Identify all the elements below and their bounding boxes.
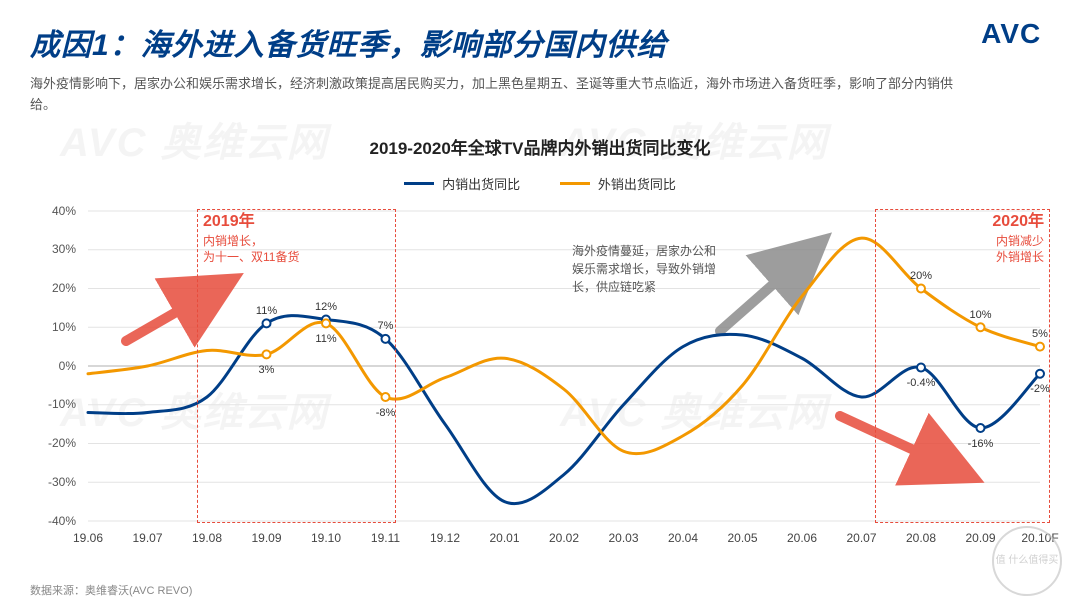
y-axis-label: -10% <box>36 397 76 411</box>
page-subtitle: 海外疫情影响下，居家办公和娱乐需求增长，经济刺激政策提高居民购买力，加上黑色星期… <box>30 74 970 116</box>
chart-title: 2019-2020年全球TV品牌内外销出货同比变化 <box>30 134 1050 159</box>
x-axis-label: 19.12 <box>430 531 460 545</box>
annotation-caption: 内销增长， 为十一、双11备货 <box>203 233 299 267</box>
data-label: -0.4% <box>907 377 936 389</box>
data-label: 11% <box>256 305 277 317</box>
y-axis-label: 20% <box>36 281 76 295</box>
data-label: 12% <box>315 301 337 313</box>
x-axis-label: 20.08 <box>906 531 936 545</box>
legend-label: 内销出货同比 <box>442 174 520 193</box>
data-label: 5% <box>1032 328 1048 340</box>
x-axis-label: 19.08 <box>192 531 222 545</box>
x-axis-label: 19.07 <box>132 531 162 545</box>
y-axis-label: 10% <box>36 320 76 334</box>
x-axis-label: 19.06 <box>73 531 103 545</box>
legend-swatch <box>560 182 590 185</box>
y-axis-label: 30% <box>36 242 76 256</box>
legend-item-overseas: 外销出货同比 <box>560 174 676 193</box>
data-label: 7% <box>378 320 394 332</box>
x-axis-label: 20.01 <box>489 531 519 545</box>
x-axis-label: 19.10 <box>311 531 341 545</box>
annotation-note: 海外疫情蔓延，居家办公和 娱乐需求增长，导致外销增 长，供应链吃紧 <box>572 242 716 296</box>
annotation-caption: 内销减少 外销增长 <box>996 233 1044 267</box>
x-axis-label: 20.05 <box>727 531 757 545</box>
y-axis-label: -30% <box>36 475 76 489</box>
slide: AVC 奥维云网 AVC 奥维云网 AVC 奥维云网 AVC 奥维云网 成因1：… <box>0 0 1080 608</box>
data-label: 20% <box>910 270 932 282</box>
data-label: -2% <box>1030 383 1050 395</box>
brand-logo: AVC <box>981 18 1050 50</box>
page-title: 成因1：海外进入备货旺季，影响部分国内供给 <box>30 20 1050 64</box>
y-axis-label: 40% <box>36 204 76 218</box>
chart-area: -40% -30% -20% -10% 0% 10% 20% 30% 40% 19.06 19.07… <box>30 201 1050 561</box>
legend-swatch <box>404 182 434 185</box>
annotation-title: 2020年 <box>992 207 1044 231</box>
legend-label: 外销出货同比 <box>598 174 676 193</box>
x-axis-label: 20.02 <box>549 531 579 545</box>
chart-legend: 内销出货同比 外销出货同比 <box>30 173 1050 193</box>
data-label: 10% <box>969 309 991 321</box>
stamp-icon: 值 什么值得买 <box>992 526 1062 596</box>
data-source: 数据来源：奥维睿沃(AVC REVO) <box>30 582 192 598</box>
data-label: 11% <box>315 333 336 345</box>
legend-item-domestic: 内销出货同比 <box>404 174 520 193</box>
annotation-title: 2019年 <box>203 207 255 231</box>
y-axis-label: -20% <box>36 436 76 450</box>
x-axis-label: 20.04 <box>668 531 698 545</box>
x-axis-label: 19.11 <box>371 531 400 545</box>
data-label: -8% <box>376 407 396 419</box>
data-label: 3% <box>259 364 275 376</box>
x-axis-label: 20.03 <box>608 531 638 545</box>
x-axis-label: 20.07 <box>846 531 876 545</box>
x-axis-label: 20.09 <box>965 531 995 545</box>
data-label: -16% <box>968 438 994 450</box>
y-axis-label: 0% <box>36 359 76 373</box>
x-axis-label: 19.09 <box>251 531 281 545</box>
x-axis-label: 20.06 <box>787 531 817 545</box>
y-axis-label: -40% <box>36 514 76 528</box>
